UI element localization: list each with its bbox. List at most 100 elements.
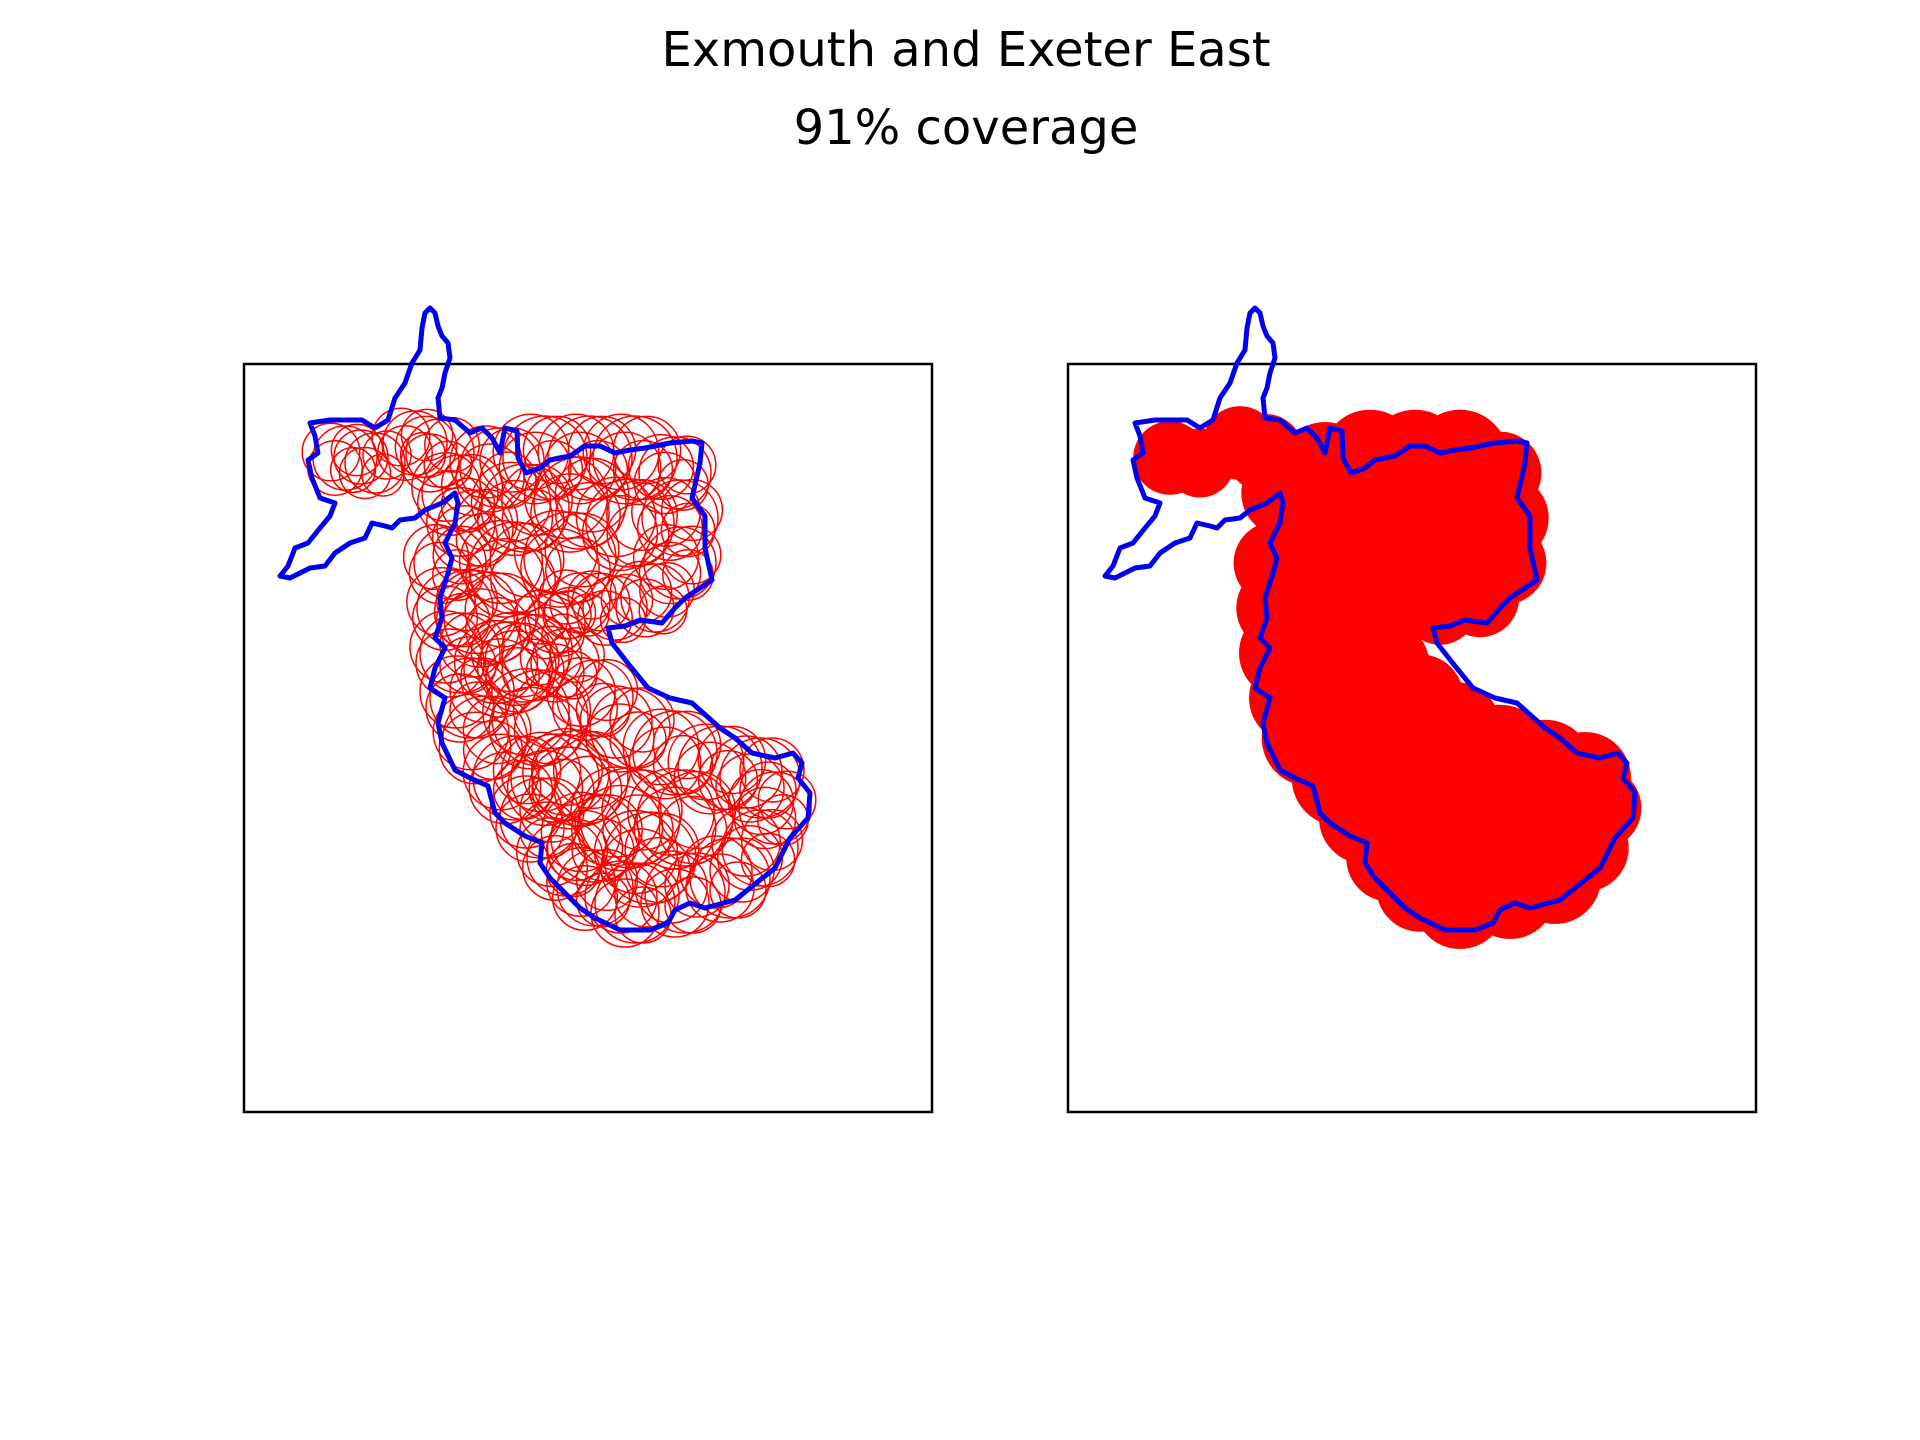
coverage-circle [606, 503, 670, 567]
coverage-circle [500, 731, 582, 813]
coverage-circle [463, 621, 557, 715]
left-panel-map [280, 308, 817, 948]
coverage-circle [528, 746, 612, 830]
coverage-circle [652, 734, 714, 796]
coverage-fill [1299, 607, 1401, 709]
coverage-circle [660, 502, 716, 558]
coverage-circle [739, 737, 805, 803]
coverage-circle [757, 770, 817, 830]
figure-title: Exmouth and Exeter East [661, 22, 1270, 78]
coverage-fill [1342, 505, 1448, 611]
coverage-circle [521, 834, 589, 902]
coverage-circle [406, 567, 476, 637]
coverage-circle [501, 614, 573, 686]
coverage-circle [498, 431, 572, 505]
coverage-circle [600, 828, 680, 908]
coverage-circle [657, 770, 737, 850]
coverage-circle [344, 432, 406, 494]
coverage-circle [601, 769, 683, 851]
coverage-circle [329, 446, 377, 494]
coverage-circle [570, 766, 662, 858]
coverage-circle [633, 786, 717, 870]
coverage-circle [606, 479, 678, 551]
coverage-circle [658, 795, 728, 865]
coverage-circle [624, 812, 700, 888]
coverage-circle [657, 435, 717, 495]
coverage-circle [513, 509, 599, 595]
coverage-fill [1329, 727, 1431, 829]
circles-panel [242, 308, 934, 1114]
coverage-circle [544, 512, 620, 588]
coverage-circle [667, 723, 745, 801]
coverage-circle [400, 408, 454, 462]
coverage-circle [492, 759, 554, 821]
coverage-circle [484, 622, 560, 698]
coverage-circle [689, 837, 771, 919]
coverage-circle [419, 655, 493, 729]
coverage-circle [531, 734, 603, 806]
coverage-circle [330, 423, 384, 477]
coverage-circle [697, 749, 759, 811]
coverage-circle [632, 523, 700, 591]
coverage-circle [567, 439, 629, 501]
coverage-circles [301, 407, 817, 948]
coverage-circle [627, 433, 695, 501]
coverage-circle [739, 761, 797, 819]
coverage-circle [510, 733, 600, 823]
coverage-circle [470, 611, 552, 693]
coverage-circle [709, 861, 767, 919]
coverage-circle [540, 791, 622, 873]
coverage-circle [652, 710, 722, 780]
coverage-circle [571, 818, 635, 882]
coverage-circle [480, 613, 570, 703]
coverage-circle [470, 461, 552, 543]
coverage-circle [426, 487, 496, 557]
coverage-circle [465, 597, 531, 663]
coverage-circle [609, 687, 675, 753]
coverage-circle [673, 741, 747, 815]
coverage-circle [547, 415, 633, 501]
coverage-circle [458, 519, 544, 605]
coverage-circle [594, 862, 676, 944]
coverage-circle [453, 619, 539, 705]
coverage-circle [662, 525, 722, 585]
coverage-circle [575, 658, 639, 722]
coverage-circle [545, 537, 611, 603]
coverage-circle [523, 511, 617, 605]
coverage-circle [581, 494, 659, 572]
coverage-circle [429, 657, 511, 739]
coverage-circle [555, 482, 621, 548]
coverage-circle [588, 431, 662, 505]
coverage-circle [636, 769, 734, 867]
coverage-circle [740, 832, 796, 888]
coverage-circle [602, 794, 674, 866]
coverage-circle [660, 478, 724, 542]
right-panel-map [1105, 308, 1642, 949]
coverage-circle [394, 415, 458, 479]
coverage-circle [634, 850, 708, 924]
coverage-circle [531, 758, 595, 822]
coverage-circle [545, 818, 609, 882]
coverage-circle [476, 629, 554, 707]
coverage-circle [575, 682, 631, 738]
coverage-circle [530, 473, 610, 553]
coverage-circle [520, 528, 600, 608]
coverage-circle [491, 669, 589, 767]
coverage-circle [603, 811, 697, 905]
figure-subtitle: 91% coverage [794, 100, 1139, 156]
coverage-circle [506, 749, 584, 827]
coverage-circle [571, 794, 643, 866]
coverage-circle [679, 835, 753, 909]
coverage-circle [438, 711, 512, 785]
coverage-circle [333, 429, 389, 485]
coverage-circle [582, 413, 660, 491]
coverage-circle [533, 456, 627, 550]
coverage-circle [468, 521, 562, 615]
coverage-circle [567, 570, 617, 620]
coverage-panel [1066, 308, 1758, 1114]
coverage-circle [550, 793, 640, 883]
coverage-circle [490, 547, 556, 613]
coverage-circle [551, 864, 619, 932]
coverage-circle [460, 638, 540, 718]
